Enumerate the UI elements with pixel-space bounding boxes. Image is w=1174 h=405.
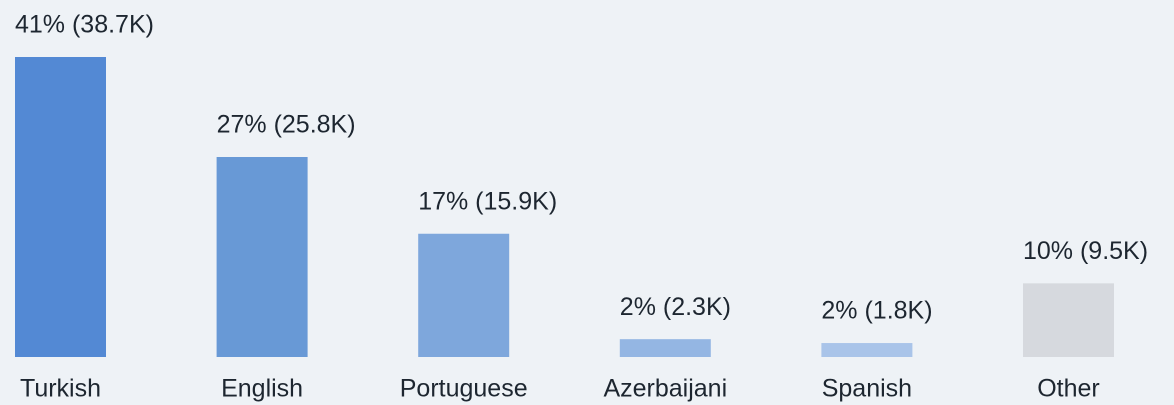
bar — [821, 343, 913, 357]
x-tick-label: English — [221, 375, 303, 403]
x-tick-label: Portuguese — [400, 375, 528, 403]
bar — [15, 57, 106, 357]
value-label: 27% (25.8K) — [217, 111, 356, 139]
value-label: 41% (38.7K) — [15, 11, 154, 39]
bar — [619, 339, 711, 357]
x-tick-label: Spanish — [822, 375, 912, 403]
bar — [418, 233, 510, 357]
x-tick-label: Turkish — [20, 375, 101, 403]
value-label: 10% (9.5K) — [1023, 237, 1148, 265]
bar — [1023, 283, 1114, 357]
value-label: 17% (15.9K) — [418, 187, 557, 215]
bar — [216, 157, 308, 357]
x-tick-label: Azerbaijani — [603, 375, 727, 403]
x-tick-label: Other — [1037, 375, 1100, 403]
value-label: 2% (1.8K) — [821, 297, 932, 325]
value-label: 2% (2.3K) — [620, 293, 731, 321]
